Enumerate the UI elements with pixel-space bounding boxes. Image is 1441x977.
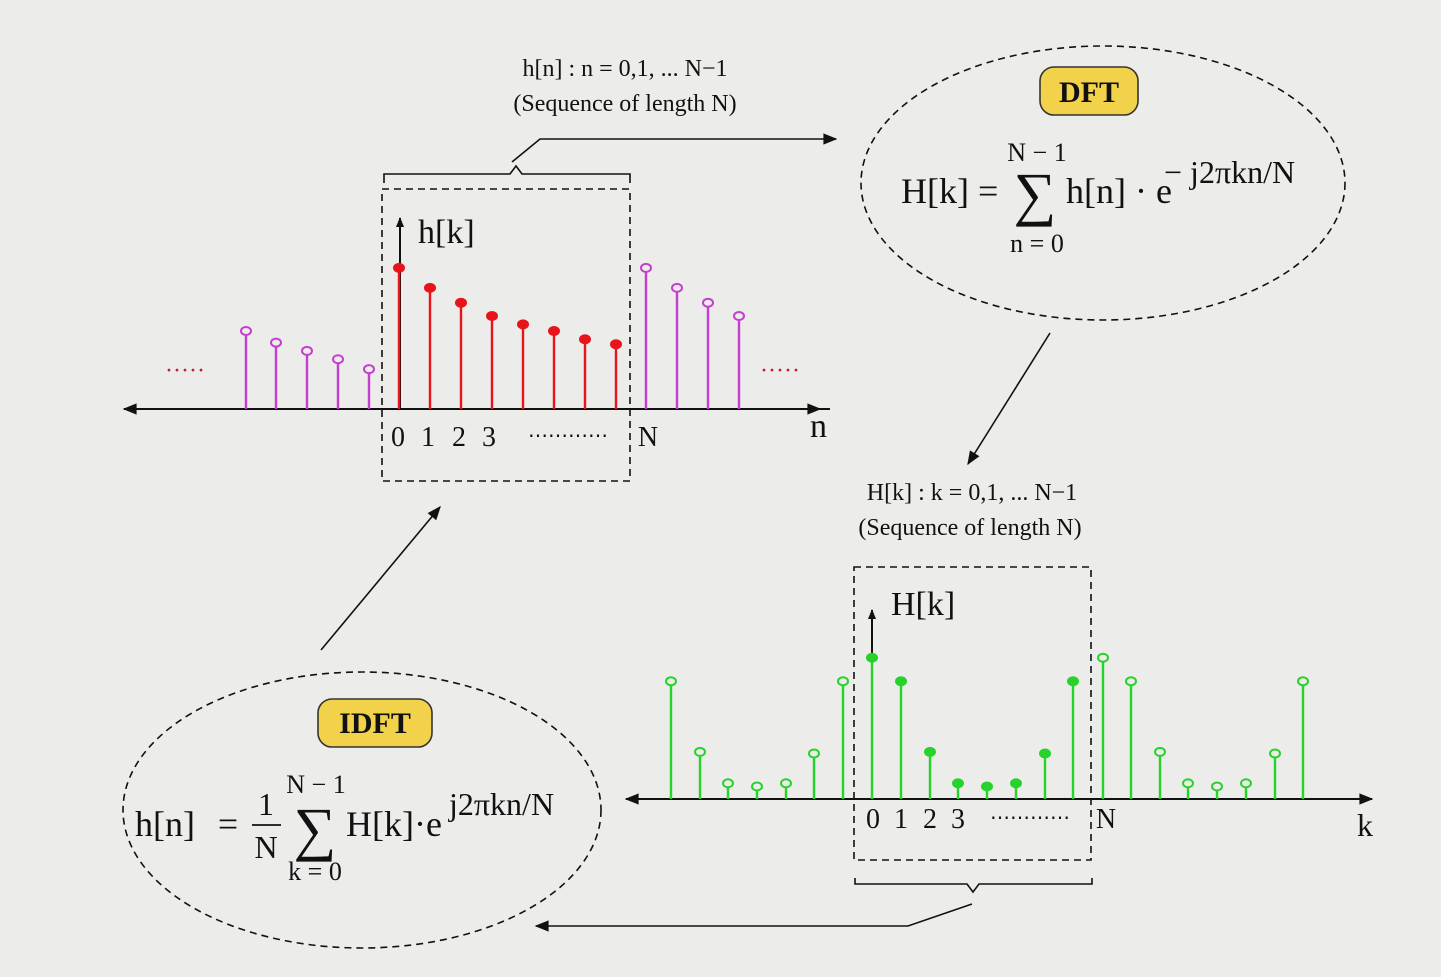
top-right-marker	[733, 311, 745, 322]
top-right-marker	[671, 282, 683, 293]
top-brace	[383, 164, 631, 183]
top-main-marker	[486, 311, 498, 322]
top-left-marker	[240, 325, 252, 336]
bottom-main-marker	[1039, 748, 1051, 759]
bottom-left-marker	[808, 748, 820, 759]
bottom-main-marker	[981, 781, 993, 792]
bottom-frequency-sequence-plot: H[k] : k = 0,1, ... N−1 (Sequence of len…	[534, 480, 1374, 932]
top-caption-line2: (Sequence of length N)	[513, 91, 736, 117]
bottom-right-marker	[1269, 748, 1281, 759]
bottom-right-marker	[1154, 746, 1166, 757]
arrow-from-idft	[320, 505, 441, 651]
bottom-tick-3: 3	[951, 804, 965, 835]
idft-badge-bg	[317, 698, 433, 748]
top-left-marker	[363, 364, 375, 375]
dft-exponent: − j2πkn/N	[1164, 154, 1295, 190]
bottom-right-marker	[1097, 652, 1109, 663]
dft-sigma: ∑	[1014, 161, 1057, 227]
dft-badge-bg	[1039, 66, 1139, 116]
idft-term: H[k]·e	[346, 804, 442, 844]
bottom-tick-n: N	[1096, 804, 1116, 835]
top-left-dots: ·····	[165, 358, 205, 384]
bottom-left-marker	[694, 746, 706, 757]
bottom-left-marker	[837, 676, 849, 687]
dft-badge: DFT	[1059, 76, 1119, 109]
idft-sigma: ∑	[294, 796, 337, 862]
top-tick-2: 2	[452, 422, 466, 453]
idft-frac-den: N	[254, 829, 277, 865]
top-right-marker	[640, 262, 652, 273]
top-left-marker	[332, 354, 344, 365]
top-main-marker	[517, 319, 529, 330]
bottom-right-marker	[1240, 778, 1252, 789]
bottom-caption-line1: H[k] : k = 0,1, ... N−1	[867, 480, 1077, 506]
top-tick-0: 0	[391, 422, 405, 453]
bottom-right-marker	[1297, 676, 1309, 687]
bottom-tick-1: 1	[894, 804, 908, 835]
bottom-window-box	[853, 566, 1092, 861]
dft-lhs: H[k] =	[901, 171, 998, 211]
bottom-left-marker	[722, 778, 734, 789]
idft-bubble: IDFT h[n] = 1 N N − 1 ∑ k = 0 H[k]·e j2π…	[122, 671, 602, 949]
bottom-main-marker	[895, 676, 907, 687]
top-tick-n: N	[638, 422, 658, 453]
bottom-caption-line2: (Sequence of length N)	[858, 515, 1081, 541]
top-stems	[240, 262, 745, 409]
arrow-from-dft	[967, 332, 1051, 466]
idft-ellipse	[122, 671, 602, 949]
top-x-axis-label: n	[810, 408, 827, 445]
top-right-marker	[702, 297, 714, 308]
bottom-main-marker	[1010, 778, 1022, 789]
dft-term: h[n] · e	[1066, 171, 1172, 211]
top-main-marker	[424, 282, 436, 293]
top-main-marker	[610, 339, 622, 350]
idft-exponent: j2πkn/N	[448, 786, 554, 822]
bottom-brace	[854, 878, 1093, 894]
idft-sum-lower: k = 0	[288, 857, 342, 886]
bottom-y-axis-label: H[k]	[891, 586, 955, 623]
idft-badge: IDFT	[339, 707, 411, 740]
bottom-x-axis-label: k	[1357, 807, 1373, 843]
top-tick-ellipsis: ⋯⋯⋯⋯	[528, 425, 608, 447]
top-main-marker	[455, 297, 467, 308]
arrow-to-idft	[534, 903, 973, 932]
top-main-marker	[393, 262, 405, 273]
top-main-marker	[579, 334, 591, 345]
idft-lhs: h[n]	[135, 804, 195, 844]
bottom-main-marker	[952, 778, 964, 789]
top-window-box	[381, 188, 631, 482]
bottom-main-marker	[1067, 676, 1079, 687]
top-time-sequence-plot: h[n] : n = 0,1, ... N−1 (Sequence of len…	[122, 56, 838, 651]
top-main-marker	[548, 325, 560, 336]
top-right-dots: ·····	[760, 358, 800, 384]
idft-frac-num: 1	[258, 786, 274, 822]
bottom-tick-ellipsis: ⋯⋯⋯⋯	[990, 807, 1070, 829]
bottom-main-marker	[924, 746, 936, 757]
top-caption-line1: h[n] : n = 0,1, ... N−1	[522, 56, 727, 82]
bottom-left-marker	[780, 778, 792, 789]
dft-ellipse	[860, 45, 1346, 321]
idft-sum-upper: N − 1	[286, 770, 345, 799]
bottom-main-marker	[866, 652, 878, 663]
top-left-marker	[301, 345, 313, 356]
bottom-tick-0: 0	[866, 804, 880, 835]
idft-equals: =	[218, 804, 238, 844]
bottom-left-marker	[751, 781, 763, 792]
bottom-right-marker	[1125, 676, 1137, 687]
dft-bubble: DFT N − 1 H[k] = ∑ h[n] · e − j2πkn/N n …	[860, 45, 1346, 466]
bottom-right-marker	[1211, 781, 1223, 792]
top-left-marker	[270, 337, 282, 348]
bottom-right-marker	[1182, 778, 1194, 789]
dft-sum-upper: N − 1	[1007, 138, 1066, 167]
bottom-tick-2: 2	[923, 804, 937, 835]
top-tick-1: 1	[421, 422, 435, 453]
dft-sum-lower: n = 0	[1010, 229, 1064, 258]
top-tick-3: 3	[482, 422, 496, 453]
arrow-to-dft	[511, 133, 838, 163]
top-y-axis-label: h[k]	[418, 214, 475, 251]
bottom-stems	[665, 652, 1309, 799]
bottom-left-marker	[665, 676, 677, 687]
